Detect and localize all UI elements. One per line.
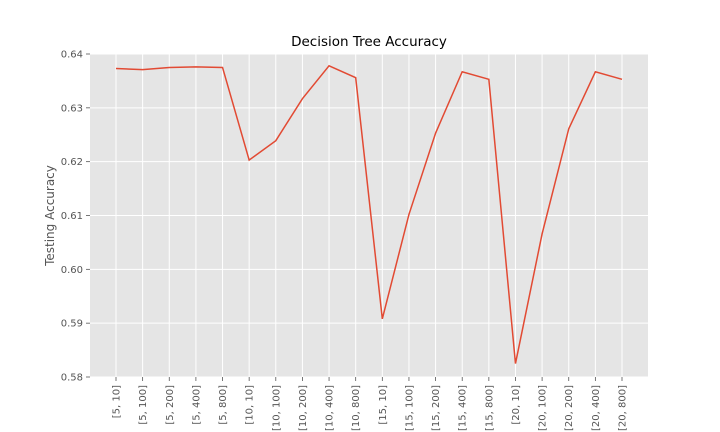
x-tick-label: [10, 100] xyxy=(271,385,282,431)
x-tick-label: [10, 800] xyxy=(351,385,362,431)
y-tick-label: 0.60 xyxy=(61,265,83,276)
x-tick-label: [15, 200] xyxy=(431,385,442,431)
y-tick-label: 0.61 xyxy=(61,211,83,222)
x-tick-label: [5, 200] xyxy=(165,385,176,425)
y-tick-label: 0.59 xyxy=(61,319,83,330)
x-tick-label: [15, 400] xyxy=(458,385,469,431)
chart-title: Decision Tree Accuracy xyxy=(291,34,447,50)
series-line xyxy=(115,64,623,364)
x-tick-label: [20, 200] xyxy=(564,385,575,431)
x-tick-label: [10, 400] xyxy=(325,385,336,431)
x-tick-label: [5, 10] xyxy=(112,385,123,418)
x-tick-label: [20, 800] xyxy=(618,385,629,431)
y-tick-label: 0.62 xyxy=(61,157,83,168)
x-tick-label: [15, 100] xyxy=(404,385,415,431)
x-tick-label: [15, 10] xyxy=(378,385,389,425)
x-tick-label: [20, 10] xyxy=(511,385,522,425)
x-tick-label: [10, 200] xyxy=(298,385,309,431)
x-tick-label: [5, 800] xyxy=(218,385,229,425)
x-tick-label: [5, 400] xyxy=(191,385,202,425)
y-axis-label: Testing Accuracy xyxy=(43,165,57,267)
x-tick-label: [5, 100] xyxy=(138,385,149,425)
x-tick-label: [20, 100] xyxy=(538,385,549,431)
x-tick-label: [20, 400] xyxy=(591,385,602,431)
y-tick-label: 0.63 xyxy=(61,103,83,114)
y-tick-label: 0.58 xyxy=(61,373,83,384)
x-tick-label: [15, 800] xyxy=(484,385,495,431)
axis-ticks: 0.58 0.59 0.60 0.61 0.62 0.63 0.64 [5, 10] [5, 1… xyxy=(61,50,629,431)
y-tick-label: 0.64 xyxy=(61,50,83,61)
grid-lines xyxy=(90,53,648,378)
x-tick-label: [10, 10] xyxy=(245,385,256,425)
